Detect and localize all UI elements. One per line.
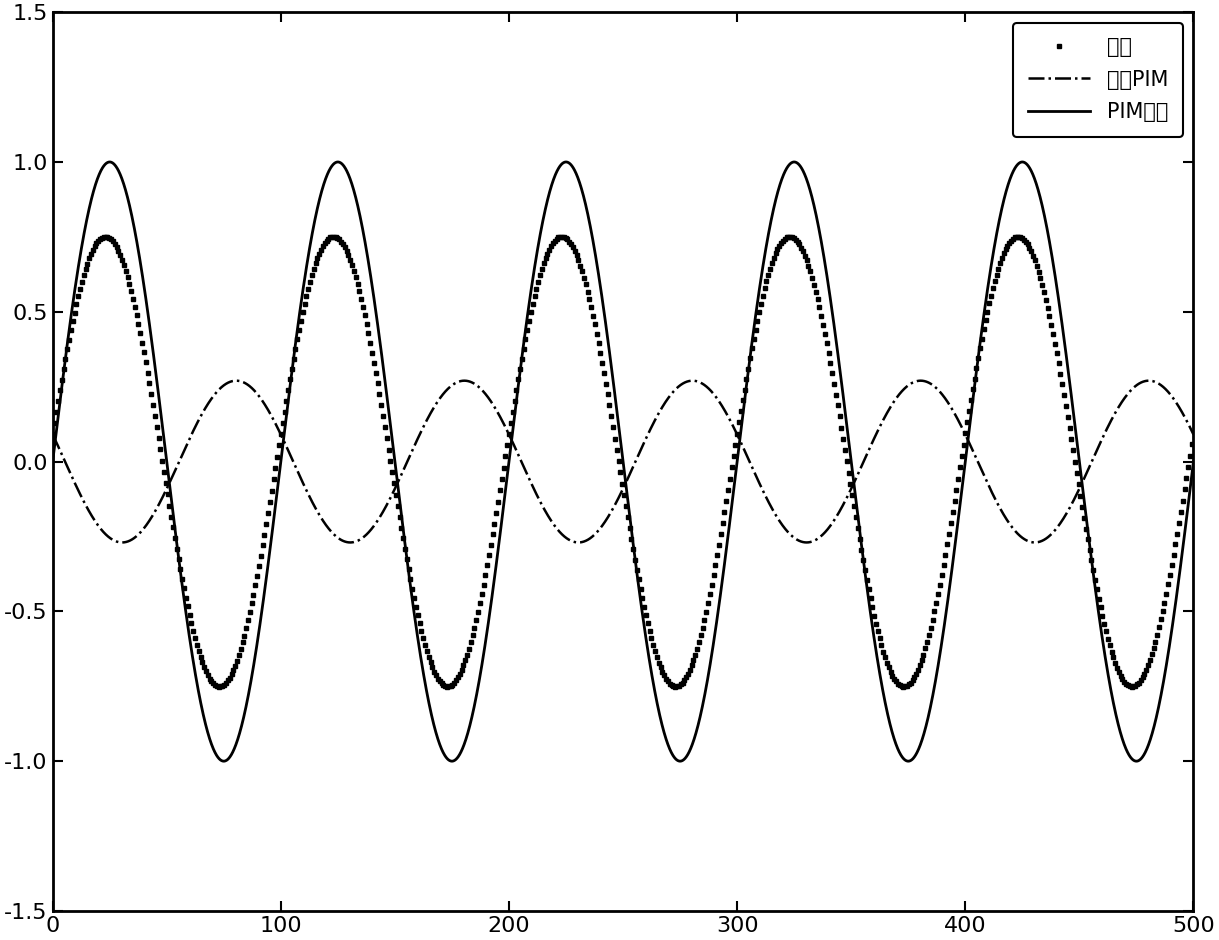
自身PIM xyxy=(787,533,802,544)
自身PIM xyxy=(897,384,912,395)
Legend: 合成, 自身PIM, PIM干扰: 合成, 自身PIM, PIM干扰 xyxy=(1013,23,1184,136)
合成 xyxy=(217,679,232,690)
合成 xyxy=(524,306,539,318)
PIM干扰 xyxy=(252,618,267,629)
合成 xyxy=(1168,539,1182,550)
PIM干扰 xyxy=(45,456,60,467)
Line: PIM干扰: PIM干扰 xyxy=(52,162,1193,761)
PIM干扰 xyxy=(897,754,912,765)
PIM干扰 xyxy=(482,614,496,625)
Line: 合成: 合成 xyxy=(50,234,1195,689)
合成 xyxy=(45,429,60,440)
自身PIM xyxy=(252,392,267,403)
合成 xyxy=(650,651,664,663)
自身PIM xyxy=(45,429,60,440)
PIM干扰 xyxy=(1129,756,1143,767)
自身PIM xyxy=(482,393,496,404)
Line: 自身PIM: 自身PIM xyxy=(52,381,1193,542)
自身PIM xyxy=(1186,429,1201,440)
PIM干扰 xyxy=(787,156,802,167)
合成 xyxy=(807,279,822,290)
PIM干扰 xyxy=(984,262,998,274)
自身PIM xyxy=(457,375,472,386)
合成 xyxy=(1185,439,1199,450)
合成 xyxy=(812,302,826,313)
PIM干扰 xyxy=(730,457,745,468)
PIM干扰 xyxy=(1186,456,1201,467)
PIM干扰 xyxy=(102,156,117,167)
自身PIM xyxy=(730,430,745,441)
自身PIM xyxy=(984,485,998,496)
合成 xyxy=(99,231,113,243)
自身PIM xyxy=(572,537,586,548)
合成 xyxy=(1124,681,1139,692)
